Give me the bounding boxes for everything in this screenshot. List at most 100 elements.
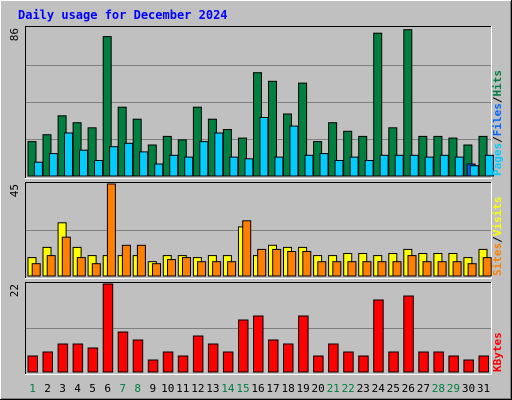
bar-hits-day-1: [27, 141, 37, 177]
bar-kbytes-day-26: [403, 295, 414, 373]
bar-sites-day-3: [61, 236, 71, 277]
bar-pages-day-7: [124, 142, 134, 177]
legend: Sites/Visits: [491, 197, 504, 277]
bar-hits-day-15: [238, 137, 247, 177]
x-label-day-29: 29: [447, 382, 460, 395]
legend-item-files: Files: [491, 103, 504, 136]
bar-pages-day-13: [214, 132, 224, 177]
bar-pages-day-15: [244, 158, 254, 177]
bar-sites-day-22: [347, 261, 357, 277]
x-label-day-5: 5: [89, 382, 96, 395]
x-label-day-10: 10: [161, 382, 174, 395]
bar-kbytes-day-2: [42, 351, 53, 373]
bar-hits-day-14: [222, 129, 232, 177]
bar-kbytes-day-23: [358, 355, 369, 373]
bar-sites-day-30: [467, 263, 477, 277]
legend-item-visits: Visits: [491, 197, 504, 237]
bar-pages-day-11: [184, 156, 194, 177]
panel-3: 22 KBytes: [8, 282, 504, 375]
bar-hits-day-5: [87, 127, 97, 177]
x-label-day-24: 24: [372, 382, 386, 395]
bar-sites-day-15: [242, 220, 252, 277]
x-label-day-19: 19: [296, 382, 309, 395]
chart-title: Daily usage for December 2024: [18, 8, 228, 22]
bar-sites-day-24: [377, 261, 387, 277]
bar-sites-day-20: [317, 261, 327, 277]
bar-pages-day-24: [379, 154, 389, 177]
bar-kbytes-day-11: [177, 355, 189, 373]
x-label-day-1: 1: [29, 382, 36, 395]
panel-2: 45 Sites/Visits: [8, 182, 504, 279]
x-label-day-22: 22: [342, 382, 355, 395]
bar-sites-day-9: [152, 263, 161, 277]
legend-separator: /: [491, 236, 504, 243]
x-label-day-21: 21: [327, 382, 340, 395]
bar-kbytes-day-5: [87, 347, 99, 373]
bar-kbytes-day-15: [238, 319, 249, 373]
bar-hits-day-26: [403, 29, 413, 177]
bar-sites-day-13: [212, 261, 222, 277]
bar-sites-day-10: [167, 259, 176, 277]
bar-sites-day-19: [302, 251, 312, 277]
bar-hits-day-9: [147, 144, 157, 177]
bar-pages-day-18: [289, 125, 299, 177]
bar-kbytes-day-12: [192, 335, 204, 373]
bar-sites-day-21: [332, 261, 342, 277]
bar-sites-day-29: [452, 261, 462, 277]
x-label-day-17: 17: [266, 382, 279, 395]
bar-pages-day-17: [274, 156, 284, 177]
x-label-day-31: 31: [477, 382, 490, 395]
bar-kbytes-day-25: [388, 351, 399, 373]
bar-pages-day-9: [154, 163, 164, 177]
bar-kbytes-day-18: [283, 343, 294, 373]
bar-sites-day-8: [136, 244, 146, 277]
bar-hits-day-7: [117, 106, 127, 177]
x-label-day-2: 2: [44, 382, 51, 395]
x-label-day-27: 27: [417, 382, 430, 395]
legend: Pages/Files/Hits: [491, 70, 504, 176]
bar-kbytes-day-8: [132, 339, 144, 373]
bar-kbytes-day-9: [147, 359, 159, 373]
bar-pages-day-20: [319, 153, 329, 177]
x-axis-day-labels: 1 2 3 4 5 6 7 8 9 10 11 12 13 14 15 16 17 18 19 20 21 22 23 24 2…: [29, 382, 490, 395]
x-label-day-3: 3: [59, 382, 66, 395]
bar-kbytes-day-29: [448, 355, 459, 373]
bar-sites-day-18: [287, 251, 297, 277]
bar-pages-day-30: [469, 165, 479, 177]
bar-sites-day-26: [407, 255, 417, 277]
bar-sites-day-6: [106, 183, 116, 277]
bar-kbytes-day-30: [463, 359, 474, 373]
x-label-day-9: 9: [149, 382, 156, 395]
x-label-day-11: 11: [176, 382, 189, 395]
bar-kbytes-day-22: [343, 351, 354, 373]
x-label-day-30: 30: [462, 382, 475, 395]
bar-kbytes-day-3: [57, 343, 69, 373]
bar-pages-day-5: [94, 160, 103, 177]
legend-item-sites: Sites: [491, 243, 504, 276]
bar-pages-day-12: [199, 141, 209, 177]
legend-item-kbytes: KBytes: [491, 332, 504, 372]
bar-sites-day-5: [91, 263, 101, 277]
x-label-day-8: 8: [134, 382, 141, 395]
bar-pages-day-28: [439, 154, 449, 177]
x-label-day-16: 16: [251, 382, 264, 395]
bar-sites-day-7: [121, 244, 131, 277]
bar-kbytes-day-19: [298, 315, 309, 373]
x-label-day-15: 15: [236, 382, 249, 395]
bar-kbytes-day-16: [253, 315, 264, 373]
bar-pages-day-25: [394, 154, 404, 177]
bar-sites-day-23: [362, 261, 372, 277]
bar-pages-day-3: [64, 132, 73, 177]
bar-sites-day-25: [392, 261, 402, 277]
bar-sites-day-12: [197, 261, 207, 277]
x-label-day-20: 20: [311, 382, 324, 395]
bar-kbytes-day-21: [328, 343, 339, 373]
x-label-day-13: 13: [206, 382, 219, 395]
bar-sites-day-31: [482, 257, 492, 277]
bar-pages-day-6: [109, 146, 119, 177]
x-label-day-26: 26: [402, 382, 415, 395]
bar-hits-day-23: [358, 135, 368, 177]
bar-hits-day-22: [343, 130, 353, 177]
bar-kbytes-day-27: [418, 351, 429, 373]
